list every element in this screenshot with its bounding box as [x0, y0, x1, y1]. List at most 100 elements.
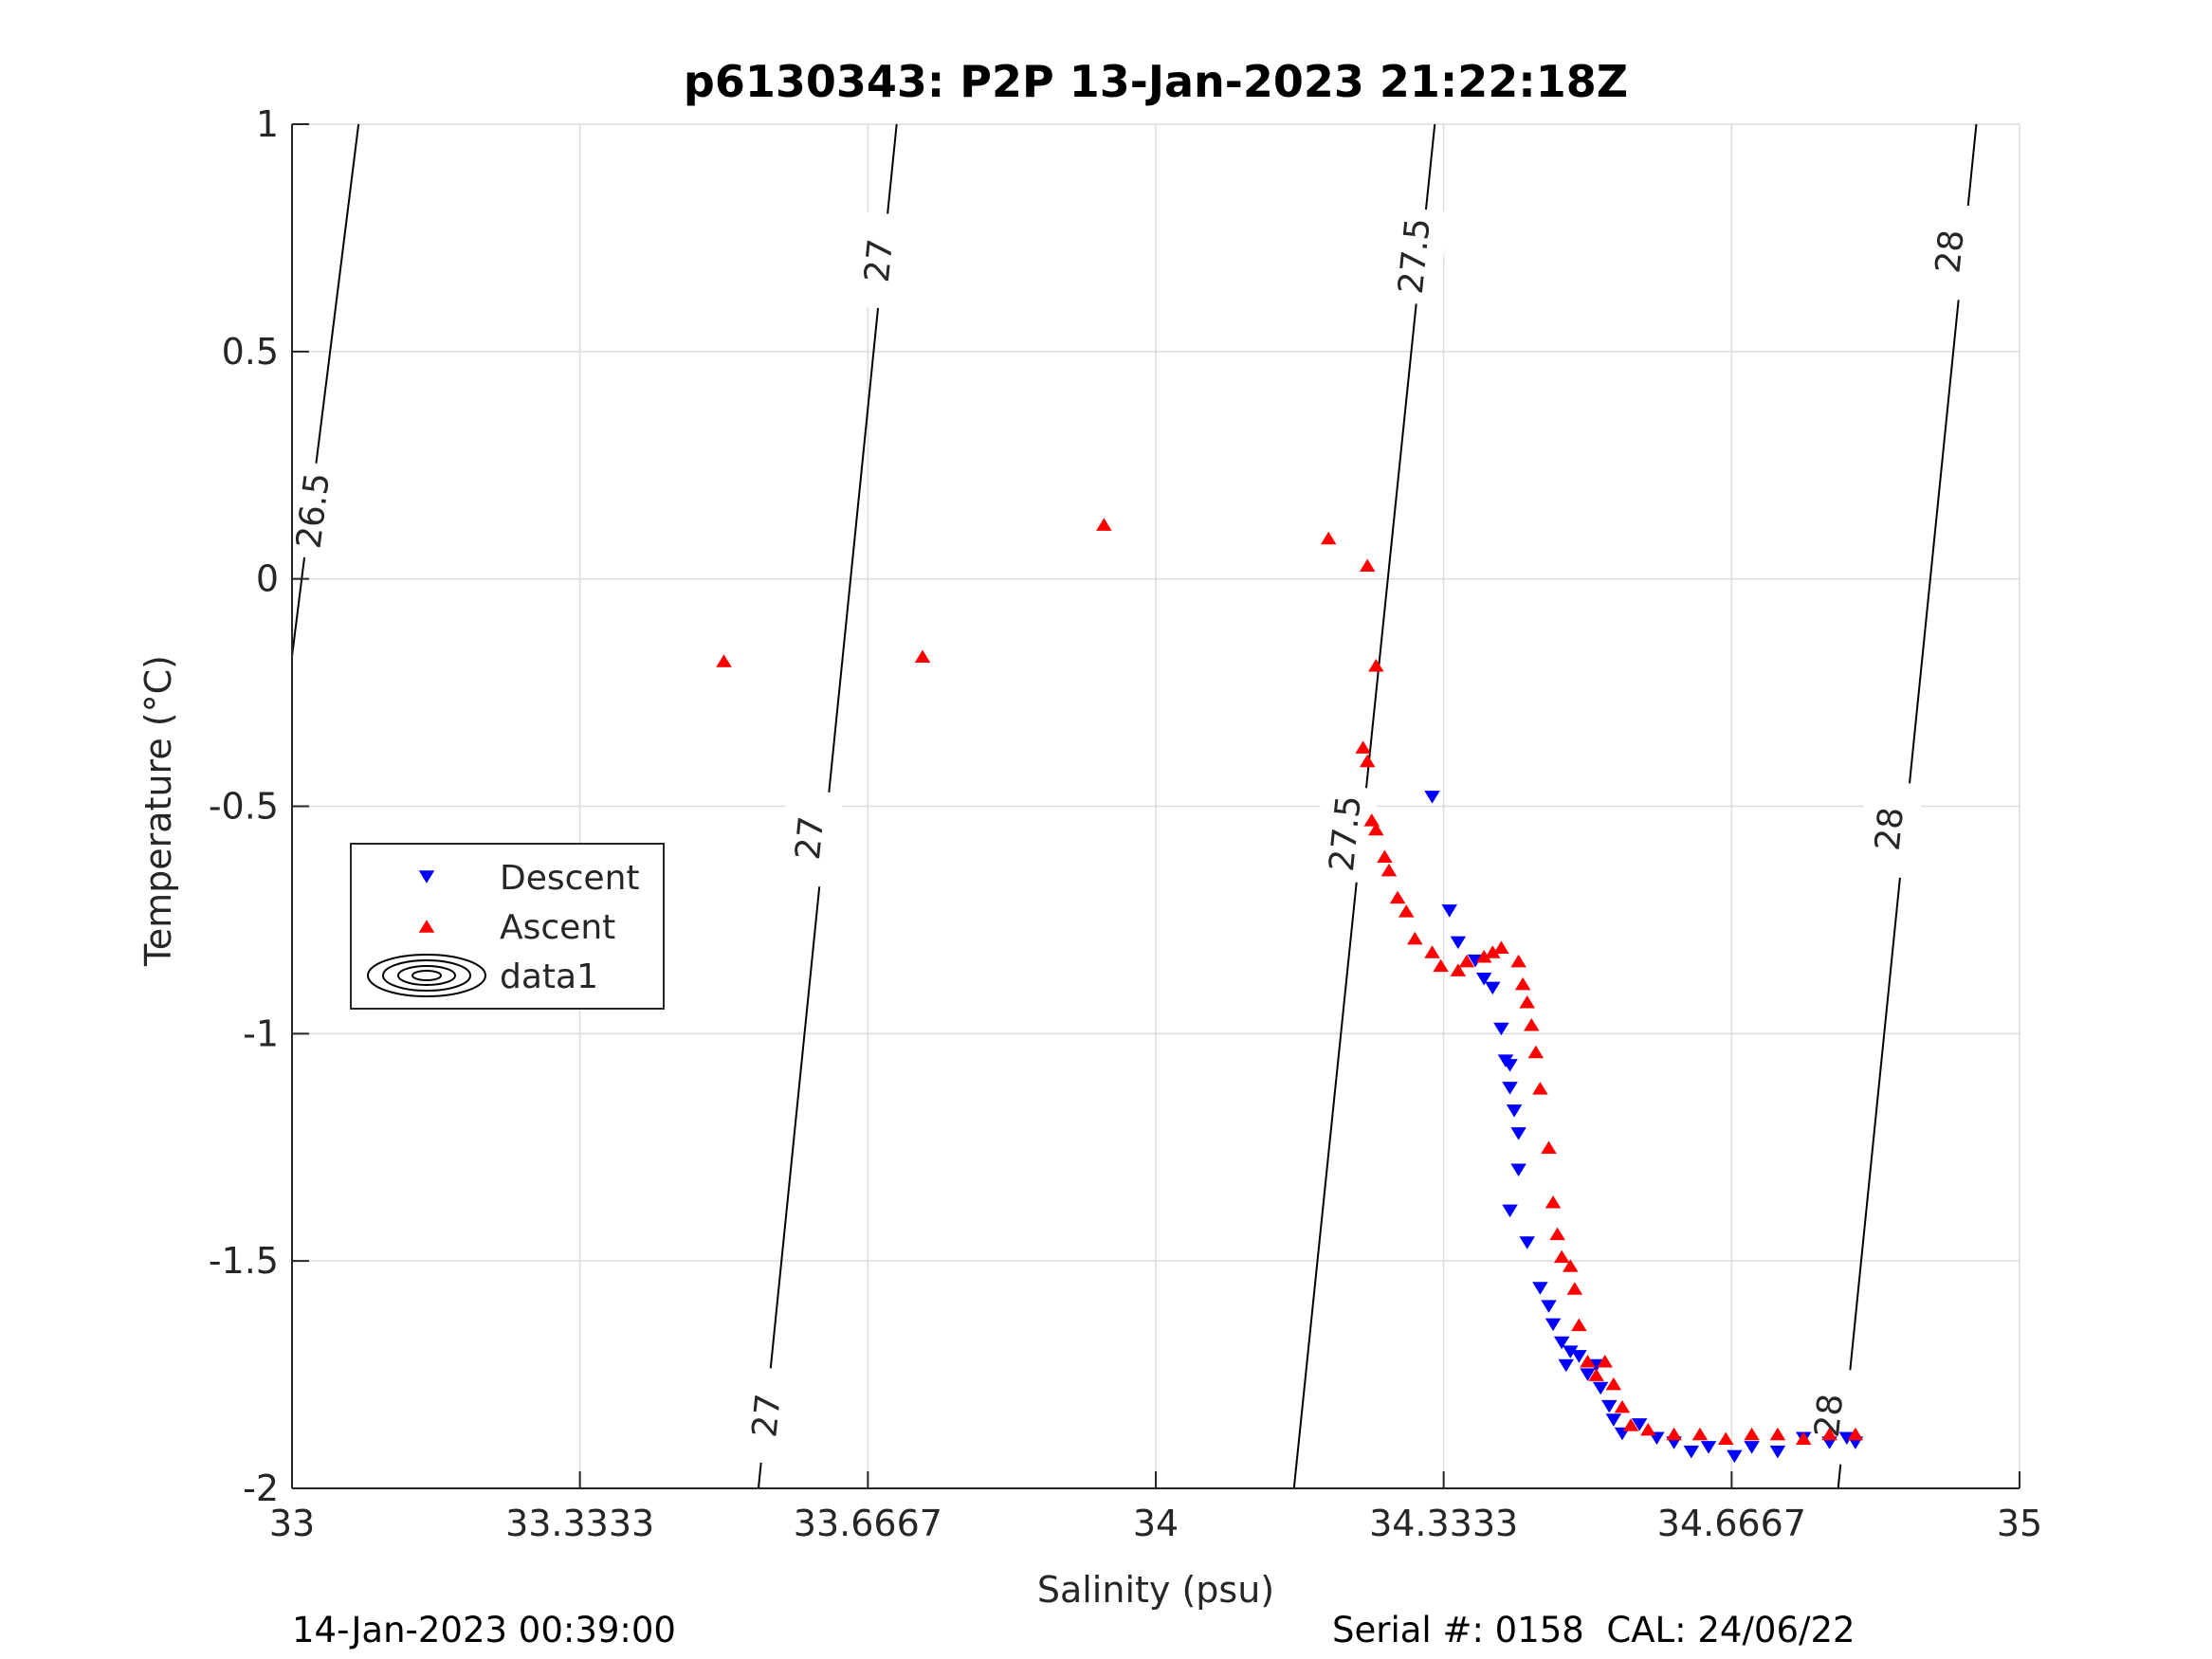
contour-label-gap: [777, 788, 844, 888]
data-point: [1605, 1413, 1622, 1427]
data-point: [1485, 945, 1501, 958]
data-point: [1605, 1376, 1622, 1391]
data-point: [1532, 1082, 1548, 1095]
data-point: [1458, 954, 1475, 968]
y-tick-label: 1: [256, 103, 279, 145]
data-point: [1571, 1318, 1587, 1332]
data-point: [1744, 1427, 1760, 1441]
y-tick-label: -1: [243, 1012, 279, 1054]
y-tick-label: -0.5: [209, 786, 279, 828]
data-point: [1588, 1368, 1604, 1381]
data-point: [1571, 1350, 1587, 1363]
data-point: [1424, 945, 1440, 958]
contour-label: 28: [1929, 228, 1971, 275]
contour-label: 27.5: [1323, 793, 1369, 873]
data-point: [1566, 1282, 1583, 1295]
data-point: [716, 654, 732, 667]
data-point: [1519, 995, 1535, 1009]
legend-marker-descent: [418, 870, 435, 884]
data-point: [1359, 754, 1376, 768]
x-axis-label: Salinity (psu): [1037, 1569, 1274, 1611]
data-point: [1368, 822, 1384, 836]
data-point: [1377, 849, 1393, 864]
data-point: [1769, 1427, 1786, 1441]
data-point: [1433, 958, 1449, 973]
data-point: [1519, 1236, 1535, 1249]
data-point: [1769, 1445, 1786, 1459]
data-point: [1622, 1418, 1639, 1431]
legend-label: Ascent: [500, 908, 615, 947]
data-point: [1563, 1259, 1579, 1272]
contour-label: 27: [745, 1392, 788, 1439]
data-point: [1700, 1441, 1717, 1454]
data-point: [1441, 904, 1457, 918]
x-tick-label: 34.3333: [1369, 1503, 1518, 1544]
data-point: [1506, 1104, 1523, 1118]
data-point: [1541, 1300, 1557, 1313]
legend-label: data1: [500, 957, 598, 996]
data-point: [1502, 1204, 1518, 1218]
data-point: [1502, 1059, 1518, 1072]
legend-contour-icon: [382, 959, 471, 992]
series-ascent: [716, 518, 1864, 1445]
contour-label: 27.5: [1392, 216, 1438, 296]
data-point: [1510, 1127, 1526, 1140]
contour-label-gap: [846, 210, 913, 311]
data-point: [1320, 531, 1337, 545]
data-point: [1355, 740, 1371, 754]
contour-label: 27: [789, 814, 832, 862]
data-point: [1359, 558, 1376, 573]
data-point: [914, 649, 931, 663]
data-point: [1666, 1427, 1682, 1441]
data-point: [1532, 1282, 1548, 1295]
data-point: [1096, 518, 1112, 531]
contour-label: 27: [858, 237, 901, 284]
data-point: [1407, 931, 1423, 945]
contour-label-gap: [1381, 206, 1449, 306]
data-series: [716, 518, 1864, 1464]
data-point: [1424, 791, 1440, 804]
y-tick-label: -1.5: [209, 1240, 279, 1282]
data-point: [1545, 1318, 1562, 1332]
y-tick-label: -2: [243, 1468, 279, 1509]
contour-label: 26.5: [289, 470, 338, 551]
legend-marker-ascent: [418, 920, 435, 933]
contour-line: [291, 123, 360, 657]
data-point: [1553, 1249, 1570, 1264]
x-tick-label: 35: [1997, 1503, 2042, 1544]
data-point: [1502, 1082, 1518, 1095]
data-point: [1475, 973, 1492, 986]
legend: Descent Ascent data1: [350, 843, 665, 1010]
data-point: [1510, 1163, 1526, 1176]
data-point: [1796, 1431, 1812, 1445]
data-point: [1527, 1045, 1545, 1059]
data-point: [1847, 1427, 1864, 1441]
data-point: [1592, 1381, 1609, 1395]
data-point: [1545, 1195, 1562, 1209]
legend-contour-icon: [411, 970, 442, 981]
x-tick-label: 33.3333: [505, 1503, 654, 1544]
data-point: [1398, 904, 1415, 918]
data-point: [1549, 1227, 1565, 1241]
contour-label: 28: [1869, 806, 1911, 853]
data-point: [1558, 1358, 1574, 1373]
y-tick-label: 0.5: [222, 331, 279, 373]
data-point: [1601, 1399, 1618, 1413]
data-point: [1727, 1449, 1743, 1464]
data-point: [1821, 1427, 1837, 1441]
data-point: [1541, 1140, 1557, 1154]
data-point: [1475, 950, 1492, 963]
data-point: [1553, 1336, 1570, 1350]
contour-label-gap: [279, 460, 348, 562]
data-point: [1450, 936, 1467, 950]
data-point: [1510, 954, 1526, 968]
x-tick-label: 33.6667: [794, 1503, 942, 1544]
data-point: [1493, 1022, 1509, 1036]
footer-timestamp: 14-Jan-2023 00:39:00: [292, 1610, 676, 1650]
data-point: [1485, 981, 1501, 995]
y-tick-label: 0: [256, 558, 279, 600]
data-point: [1718, 1431, 1734, 1445]
contour-label-gap: [1312, 783, 1380, 884]
y-axis-label: Temperature (°C): [137, 655, 179, 967]
data-point: [1683, 1445, 1700, 1459]
